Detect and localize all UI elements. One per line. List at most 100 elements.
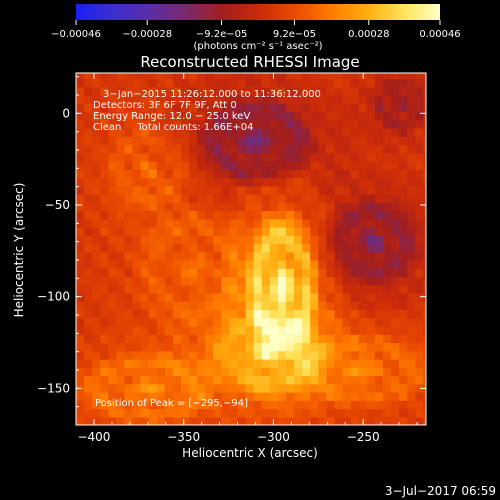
heatmap-cell — [213, 103, 222, 113]
heatmap-cell — [229, 276, 239, 286]
heatmap-cell — [294, 326, 303, 335]
heatmap-cell — [334, 128, 344, 137]
heatmap-cell — [407, 185, 416, 195]
heatmap-cell — [269, 268, 279, 278]
heatmap-cell — [358, 235, 368, 245]
peak-position-label: Position of Peak = [−295,−94] — [95, 398, 248, 409]
heatmap-cell — [205, 128, 214, 137]
heatmap-cell — [318, 375, 327, 385]
heatmap-cell — [181, 210, 190, 220]
heatmap-cell — [334, 383, 344, 393]
heatmap-cell — [245, 367, 255, 377]
heatmap-cell — [374, 73, 384, 80]
heatmap-cell — [205, 408, 214, 418]
heatmap-cell — [245, 276, 255, 286]
heatmap-cell — [221, 367, 231, 377]
heatmap-cell — [148, 416, 158, 425]
heatmap-cell — [261, 119, 271, 129]
heatmap-cell — [197, 119, 206, 129]
heatmap-cell — [277, 383, 287, 393]
heatmap-cell — [124, 218, 134, 228]
heatmap-cell — [310, 260, 319, 269]
heatmap-cell — [237, 284, 247, 294]
heatmap-cell — [326, 400, 336, 410]
heatmap-cell — [423, 317, 426, 327]
heatmap-cell — [221, 119, 231, 129]
heatmap-cell — [189, 342, 198, 352]
heatmap-cell — [294, 243, 303, 253]
heatmap-cell — [382, 334, 392, 344]
heatmap-cell — [366, 86, 376, 96]
heatmap-cell — [326, 301, 336, 311]
heatmap-cell — [100, 293, 109, 302]
heatmap-cell — [294, 128, 303, 137]
heatmap-cell — [221, 202, 231, 212]
heatmap-cell — [253, 309, 263, 319]
heatmap-cell — [229, 243, 239, 253]
heatmap-cell — [334, 392, 344, 401]
heatmap-cell — [205, 268, 214, 278]
heatmap-cell — [286, 177, 295, 187]
heatmap-cell — [358, 111, 368, 121]
heatmap-cell — [253, 367, 263, 377]
heatmap-cell — [286, 152, 295, 162]
heatmap-cell — [407, 73, 416, 80]
heatmap-cell — [310, 284, 319, 294]
heatmap-cell — [261, 367, 271, 377]
heatmap-cell — [164, 309, 174, 319]
x-axis-label: Heliocentric X (arcsec) — [182, 446, 318, 460]
heatmap-cell — [391, 359, 400, 368]
heatmap-cell — [415, 227, 424, 236]
heatmap-cell — [253, 243, 263, 253]
heatmap-cell — [358, 210, 368, 220]
heatmap-cell — [76, 136, 85, 146]
heatmap-cell — [399, 268, 408, 278]
heatmap-cell — [221, 177, 231, 187]
heatmap-cell — [261, 350, 271, 360]
heatmap-cell — [253, 185, 263, 195]
heatmap-cell — [350, 309, 360, 319]
heatmap-cell — [286, 359, 295, 368]
heatmap-cell — [366, 342, 376, 352]
heatmap-cell — [286, 326, 295, 335]
heatmap-cell — [342, 119, 352, 129]
heatmap-cell — [286, 309, 295, 319]
heatmap-cell — [245, 169, 255, 179]
heatmap-cell — [148, 400, 158, 410]
heatmap-cell — [366, 293, 376, 302]
heatmap-cell — [229, 392, 239, 401]
heatmap-cell — [100, 268, 109, 278]
heatmap-cell — [84, 309, 93, 319]
heatmap-cell — [181, 177, 190, 187]
heatmap-cell — [286, 416, 295, 425]
heatmap-cell — [277, 284, 287, 294]
heatmap-cell — [116, 317, 126, 327]
heatmap-cell — [164, 103, 174, 113]
heatmap-cell — [124, 350, 134, 360]
heatmap-cell — [116, 359, 126, 368]
heatmap-cell — [326, 235, 336, 245]
heatmap-cell — [172, 317, 182, 327]
heatmap-cell — [382, 359, 392, 368]
heatmap-cell — [294, 284, 303, 294]
heatmap-cell — [318, 367, 327, 377]
heatmap-cell — [318, 260, 327, 269]
heatmap-cell — [132, 293, 142, 302]
heatmap-cell — [221, 152, 231, 162]
heatmap-cell — [318, 408, 327, 418]
heatmap-cell — [358, 119, 368, 129]
heatmap-cell — [205, 359, 214, 368]
heatmap-cell — [205, 86, 214, 96]
heatmap-cell — [350, 144, 360, 154]
heatmap-cell — [382, 301, 392, 311]
heatmap-cell — [172, 268, 182, 278]
heatmap-cell — [286, 227, 295, 236]
heatmap-cell — [261, 416, 271, 425]
heatmap-cell — [350, 317, 360, 327]
heatmap-cell — [92, 309, 101, 319]
heatmap-cell — [302, 359, 311, 368]
heatmap-cell — [172, 152, 182, 162]
heatmap-cell — [423, 276, 426, 286]
heatmap-cell — [415, 309, 424, 319]
